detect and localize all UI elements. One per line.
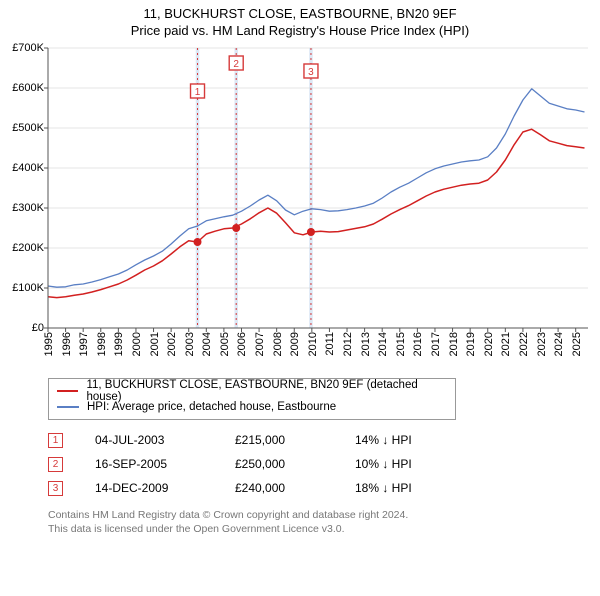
x-tick-label: 2018 — [448, 332, 460, 356]
page-container: 11, BUCKHURST CLOSE, EASTBOURNE, BN20 9E… — [0, 6, 600, 596]
x-tick-label: 2011 — [324, 332, 336, 356]
legend-label: HPI: Average price, detached house, East… — [87, 401, 336, 413]
chart-title: 11, BUCKHURST CLOSE, EASTBOURNE, BN20 9E… — [0, 6, 600, 21]
svg-text:2: 2 — [233, 59, 239, 70]
x-tick-label: 2024 — [553, 332, 565, 356]
transaction-diff: 10% ↓ HPI — [355, 457, 475, 471]
transaction-price: £215,000 — [235, 433, 355, 447]
svg-text:3: 3 — [308, 67, 314, 78]
x-tick-label: 1998 — [96, 332, 108, 356]
x-tick-label: 2002 — [166, 332, 178, 356]
y-tick-label: £300K — [12, 202, 44, 214]
chart-subtitle: Price paid vs. HM Land Registry's House … — [0, 23, 600, 38]
x-tick-label: 2001 — [149, 332, 161, 356]
x-tick-label: 2012 — [342, 332, 354, 356]
x-tick-label: 2008 — [272, 332, 284, 356]
x-axis-labels: 1995 1996 1997 1998 1999 2000 2001 2002 2003 2004… — [0, 328, 600, 368]
transaction-date: 14-DEC-2009 — [95, 481, 235, 495]
x-tick-label: 1995 — [43, 332, 55, 356]
x-tick-label: 2014 — [377, 332, 389, 356]
x-tick-label: 2000 — [131, 332, 143, 356]
legend-label: 11, BUCKHURST CLOSE, EASTBOURNE, BN20 9E… — [86, 379, 447, 403]
x-tick-label: 2021 — [500, 332, 512, 356]
attribution-line-1: Contains HM Land Registry data © Crown c… — [48, 508, 548, 522]
transaction-marker: 1 — [48, 433, 63, 448]
transaction-diff: 18% ↓ HPI — [355, 481, 475, 495]
y-axis-labels: £0£100K£200K£300K£400K£500K£600K£700K — [0, 42, 48, 372]
y-tick-label: £200K — [12, 242, 44, 254]
attribution-line-2: This data is licensed under the Open Gov… — [48, 522, 548, 536]
y-tick-label: £500K — [12, 122, 44, 134]
transaction-marker: 2 — [48, 457, 63, 472]
x-tick-label: 2016 — [412, 332, 424, 356]
transaction-row: 2 16-SEP-2005£250,00010% ↓ HPI — [48, 452, 600, 476]
x-tick-label: 2013 — [360, 332, 372, 356]
svg-text:1: 1 — [195, 87, 201, 98]
legend-swatch — [57, 406, 79, 408]
x-tick-label: 2019 — [465, 332, 477, 356]
x-tick-label: 1999 — [113, 332, 125, 356]
attribution-text: Contains HM Land Registry data © Crown c… — [48, 508, 548, 536]
x-tick-label: 2007 — [254, 332, 266, 356]
x-tick-label: 2003 — [184, 332, 196, 356]
x-tick-label: 1997 — [78, 332, 90, 356]
x-tick-label: 2006 — [236, 332, 248, 356]
x-tick-label: 1996 — [61, 332, 73, 356]
y-tick-label: £600K — [12, 82, 44, 94]
legend-swatch — [57, 390, 78, 392]
transaction-diff: 14% ↓ HPI — [355, 433, 475, 447]
transaction-price: £240,000 — [235, 481, 355, 495]
chart-area: 123 £0£100K£200K£300K£400K£500K£600K£700… — [0, 42, 600, 372]
x-tick-label: 2022 — [518, 332, 530, 356]
x-tick-label: 2009 — [289, 332, 301, 356]
transaction-date: 16-SEP-2005 — [95, 457, 235, 471]
x-tick-label: 2004 — [201, 332, 213, 356]
line-chart: 1 2 3 — [0, 42, 600, 372]
y-tick-label: £700K — [12, 42, 44, 54]
x-tick-label: 2025 — [571, 332, 583, 356]
chart-legend: 11, BUCKHURST CLOSE, EASTBOURNE, BN20 9E… — [48, 378, 456, 420]
transaction-row: 3 14-DEC-2009£240,00018% ↓ HPI — [48, 476, 600, 500]
y-tick-label: £400K — [12, 162, 44, 174]
x-tick-label: 2020 — [483, 332, 495, 356]
x-tick-label: 2017 — [430, 332, 442, 356]
transaction-price: £250,000 — [235, 457, 355, 471]
x-tick-label: 2015 — [395, 332, 407, 356]
x-tick-label: 2005 — [219, 332, 231, 356]
x-tick-label: 2010 — [307, 332, 319, 356]
legend-item: 11, BUCKHURST CLOSE, EASTBOURNE, BN20 9E… — [57, 383, 447, 399]
x-tick-label: 2023 — [536, 332, 548, 356]
y-tick-label: £100K — [12, 282, 44, 294]
transaction-marker: 3 — [48, 481, 63, 496]
transaction-date: 04-JUL-2003 — [95, 433, 235, 447]
transaction-row: 1 04-JUL-2003£215,00014% ↓ HPI — [48, 428, 600, 452]
transaction-table: 1 04-JUL-2003£215,00014% ↓ HPI 2 16-SEP-200… — [48, 428, 600, 500]
